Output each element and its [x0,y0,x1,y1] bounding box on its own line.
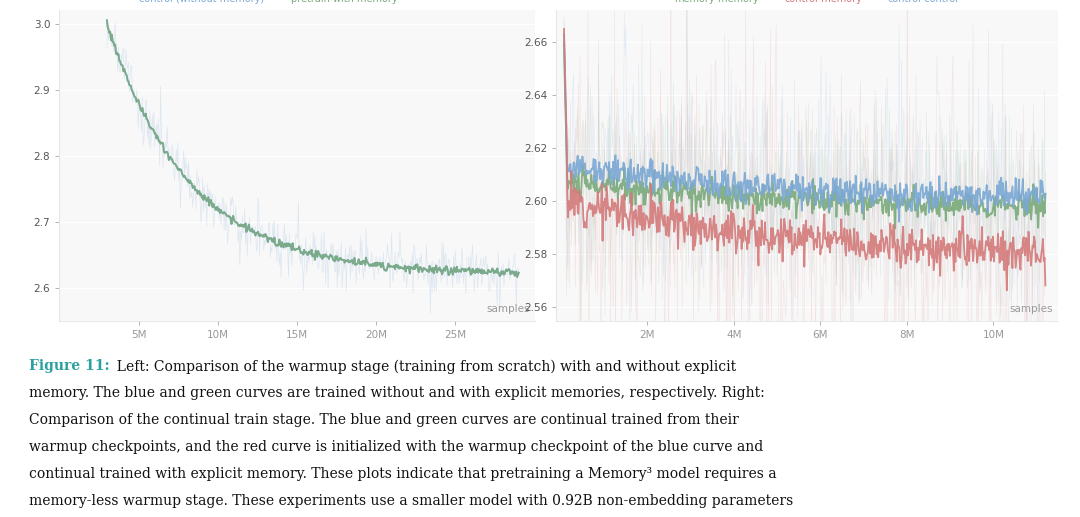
Text: Left: Comparison of the warmup stage (training from scratch) with and without ex: Left: Comparison of the warmup stage (tr… [108,359,737,374]
Legend: memory-memory, control-memory, control-control: memory-memory, control-memory, control-c… [652,0,962,8]
Text: samples: samples [1010,305,1053,314]
Text: warmup checkpoints, and the red curve is initialized with the warmup checkpoint : warmup checkpoints, and the red curve is… [29,440,764,454]
Legend: control (without memory), pretrain with memory: control (without memory), pretrain with … [117,0,401,8]
Text: samples: samples [486,305,530,314]
Text: continual trained with explicit memory. These plots indicate that pretraining a : continual trained with explicit memory. … [29,467,777,481]
Text: Figure 11:: Figure 11: [29,359,110,373]
Text: Comparison of the continual train stage. The blue and green curves are continual: Comparison of the continual train stage.… [29,413,739,427]
Text: memory-less warmup stage. These experiments use a smaller model with 0.92B non-e: memory-less warmup stage. These experime… [29,494,794,508]
Text: memory. The blue and green curves are trained without and with explicit memories: memory. The blue and green curves are tr… [29,386,765,400]
